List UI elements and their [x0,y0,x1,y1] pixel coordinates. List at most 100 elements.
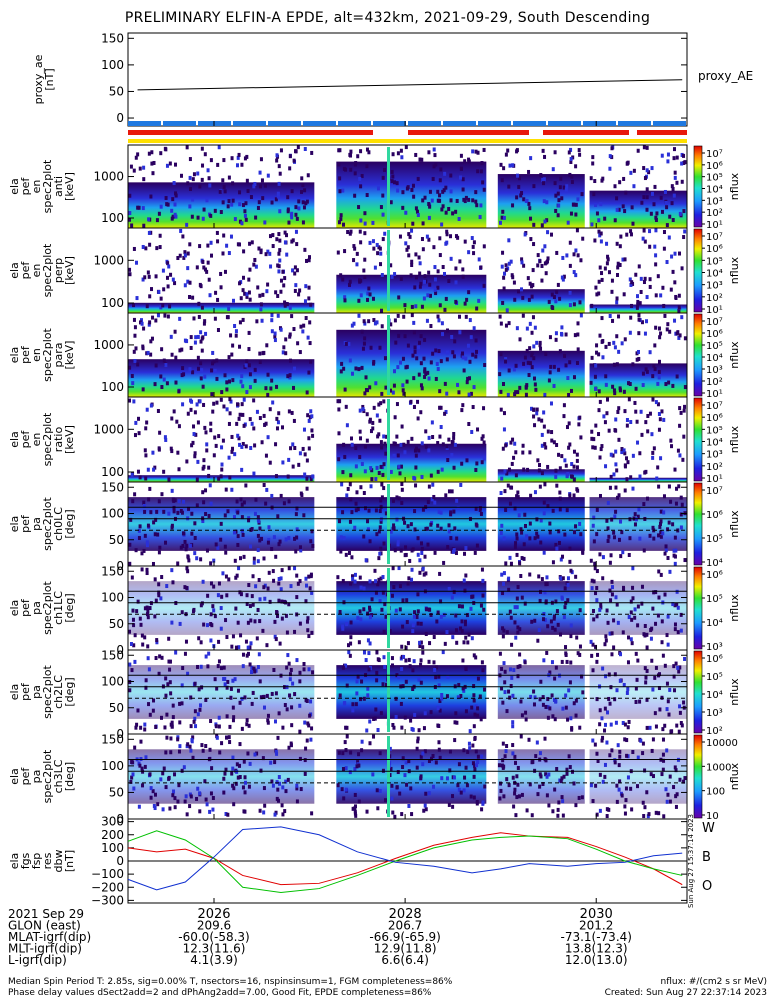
noise-pixel [434,675,438,680]
noise-pixel [132,168,136,173]
noise-pixel [482,244,486,249]
noise-pixel [270,691,274,696]
noise-pixel [178,744,182,749]
noise-pixel [443,307,447,312]
noise-pixel [398,791,402,796]
noise-pixel [532,414,536,419]
noise-pixel [421,645,425,650]
noise-pixel [253,669,257,674]
noise-pixel [210,253,214,258]
noise-pixel [663,313,667,318]
noise-pixel [512,804,516,809]
noise-pixel [363,275,367,280]
ylabel-line: fgs [19,852,32,869]
noise-pixel [395,402,399,407]
colorbar [693,734,703,819]
noise-pixel [671,383,675,388]
noise-pixel [395,434,399,439]
noise-pixel [349,149,353,154]
noise-pixel [465,783,469,788]
noise-pixel [262,786,266,791]
noise-pixel [480,567,484,572]
noise-pixel [535,411,539,416]
noise-pixel [595,350,599,355]
noise-pixel [581,690,585,695]
noise-pixel [295,216,299,221]
noise-pixel [242,249,246,254]
noise-pixel [300,176,304,181]
noise-pixel [374,381,378,386]
noise-pixel [643,276,647,281]
colorbar-tick-label: 10⁶ [706,413,723,424]
noise-pixel [436,367,440,372]
noise-pixel [641,371,645,376]
noise-pixel [262,810,266,815]
y-tick-label: 0 [116,812,124,826]
noise-pixel [462,788,466,793]
noise-pixel [348,358,352,363]
noise-pixel [632,168,636,173]
noise-pixel [595,812,599,817]
footer-units: nflux: #/(cm2 s sr MeV) [660,977,767,987]
noise-pixel [411,353,415,358]
noise-pixel [451,549,455,554]
noise-pixel [267,570,271,575]
data-stripe [387,147,390,226]
noise-pixel [342,536,346,541]
noise-pixel [241,412,245,417]
noise-pixel [562,403,566,408]
noise-pixel [357,313,361,318]
noise-pixel [654,293,658,298]
noise-pixel [543,392,547,397]
noise-pixel [207,277,211,282]
noise-pixel [682,700,686,705]
noise-pixel [675,486,679,491]
noise-pixel [417,372,421,377]
noise-pixel [135,296,139,301]
noise-pixel [207,176,211,181]
noise-pixel [631,750,635,755]
noise-pixel [260,178,264,183]
noise-pixel [410,727,414,732]
noise-pixel [354,366,358,371]
noise-pixel [259,248,263,253]
noise-pixel [170,523,174,528]
noise-pixel [407,232,411,237]
noise-pixel [564,463,568,468]
noise-pixel [505,630,509,635]
status-bar-red [408,130,529,135]
noise-pixel [519,527,523,532]
noise-pixel [596,758,600,763]
noise-pixel [622,389,626,394]
noise-pixel [294,283,298,288]
noise-pixel [637,264,641,269]
noise-pixel [341,578,345,583]
noise-pixel [232,802,236,807]
noise-pixel [270,329,274,334]
noise-pixel [504,323,508,328]
noise-pixel [209,428,213,433]
noise-pixel [216,239,220,244]
noise-pixel [606,257,610,262]
noise-pixel [273,812,277,817]
y-tick-label: 1000 [93,338,124,352]
noise-pixel [463,619,467,624]
noise-pixel [411,183,415,188]
noise-pixel [229,234,233,239]
noise-pixel [159,596,163,601]
noise-pixel [311,433,315,438]
noise-pixel [528,536,532,541]
noise-pixel [238,190,242,195]
noise-pixel [272,535,276,540]
noise-pixel [156,313,160,318]
noise-pixel [411,629,415,634]
noise-pixel [568,493,572,498]
noise-pixel [638,474,642,479]
noise-pixel [416,739,420,744]
noise-pixel [683,656,687,661]
noise-pixel [502,275,506,280]
colorbar-label: nflux [728,678,741,706]
noise-pixel [657,326,661,331]
noise-pixel [287,661,291,666]
y-tick-label: 150 [101,732,124,746]
